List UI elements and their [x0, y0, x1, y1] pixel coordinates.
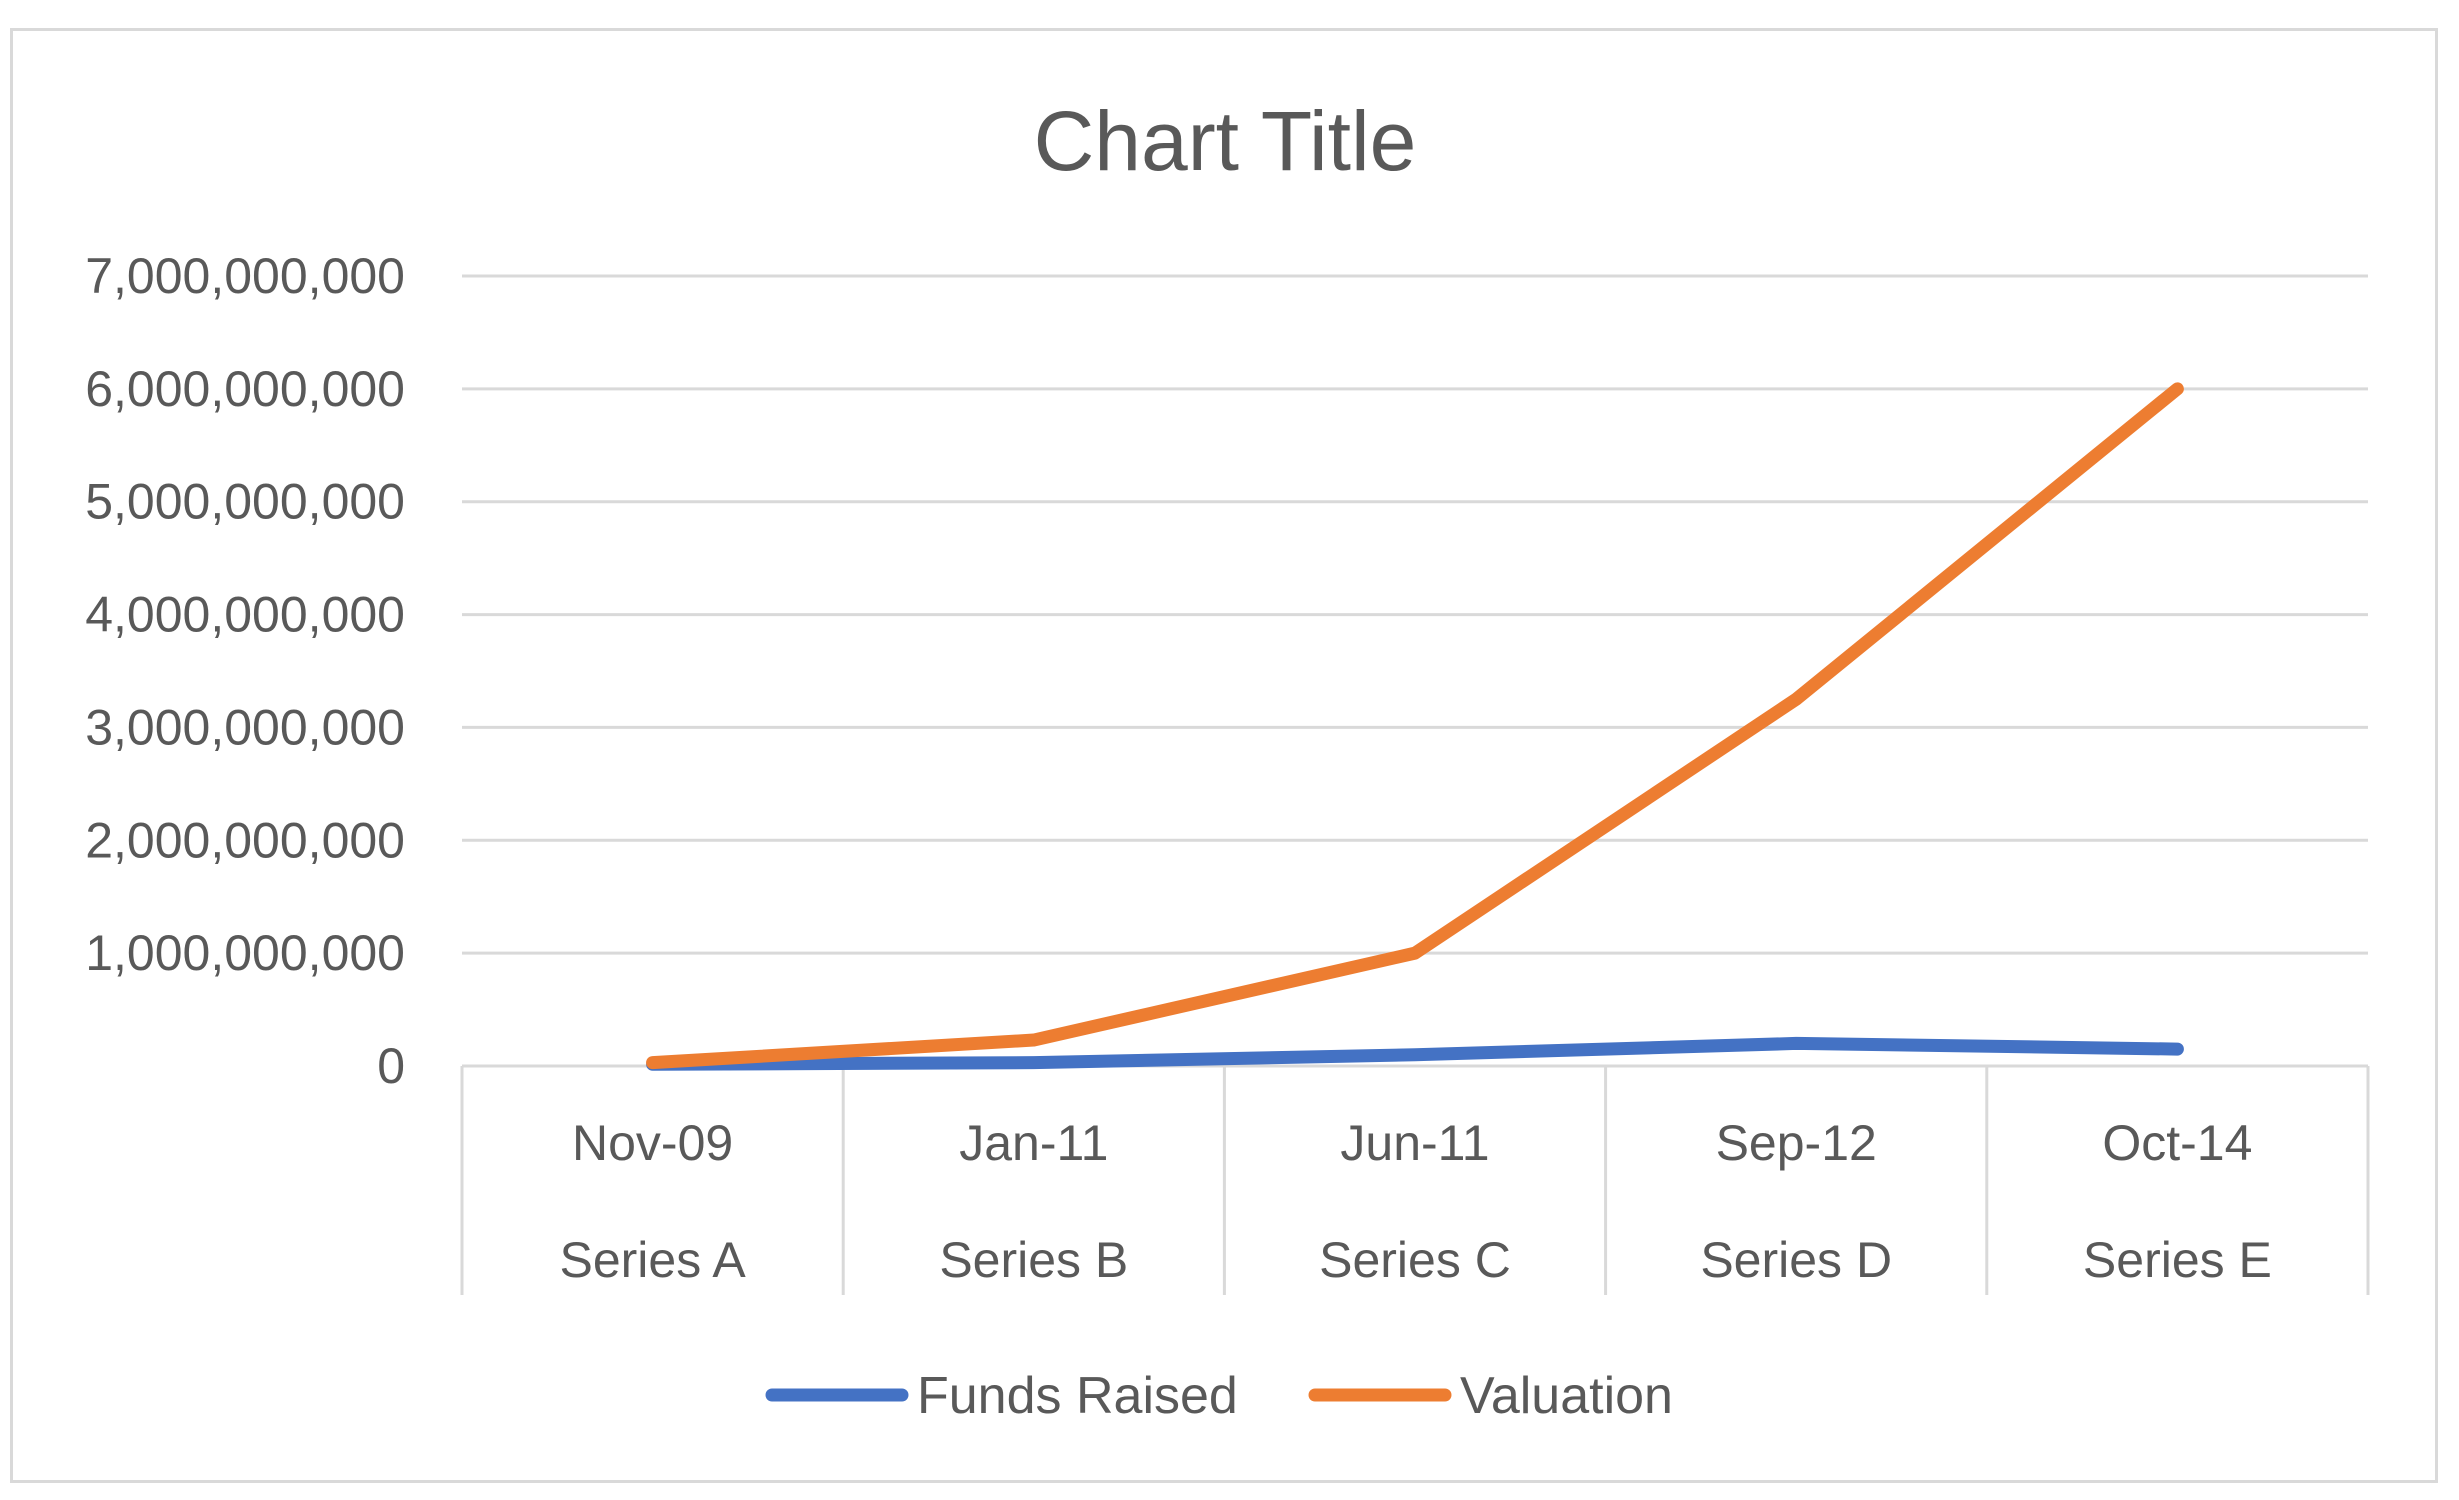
- legend: Funds Raised Valuation: [765, 1367, 1673, 1425]
- y-tick-label: 6,000,000,000: [85, 361, 405, 417]
- y-tick-label: 0: [377, 1038, 405, 1094]
- legend-label: Funds Raised: [917, 1367, 1238, 1425]
- series-line-funds-raised: [646, 1036, 2184, 1071]
- chart-title: Chart Title: [1034, 94, 1417, 188]
- x-tick-label-date: Jun-11: [1340, 1115, 1489, 1171]
- x-tick-label-date: Jan-11: [959, 1115, 1108, 1171]
- legend-label: Valuation: [1460, 1367, 1673, 1425]
- x-tick-label-round: Series C: [1319, 1232, 1511, 1288]
- x-tick-label-date: Nov-09: [572, 1115, 733, 1171]
- y-tick-label: 4,000,000,000: [85, 587, 405, 643]
- y-tick-label: 2,000,000,000: [85, 812, 405, 868]
- x-tick-label-date: Oct-14: [2102, 1115, 2252, 1171]
- y-axis-ticks: 0 1,000,000,000 2,000,000,000 3,000,000,000…: [85, 248, 405, 1094]
- y-tick-label: 1,000,000,000: [85, 925, 405, 981]
- x-tick-label-date: Sep-12: [1716, 1115, 1877, 1171]
- x-tick-label-round: Series B: [939, 1232, 1128, 1288]
- y-tick-label: 5,000,000,000: [85, 474, 405, 530]
- x-tick-label-round: Series E: [2083, 1232, 2272, 1288]
- series-line-valuation: [646, 382, 2184, 1070]
- y-tick-label: 3,000,000,000: [85, 699, 405, 755]
- gridlines: [462, 274, 2368, 955]
- x-tick-label-round: Series D: [1700, 1232, 1892, 1288]
- x-axis-ticks: Nov-09 Series A Jan-11 Series B Jun-11 Series…: [559, 1115, 2271, 1288]
- x-tick-label-round: Series A: [559, 1232, 746, 1288]
- series-lines: [646, 382, 2184, 1071]
- y-tick-label: 7,000,000,000: [85, 248, 405, 304]
